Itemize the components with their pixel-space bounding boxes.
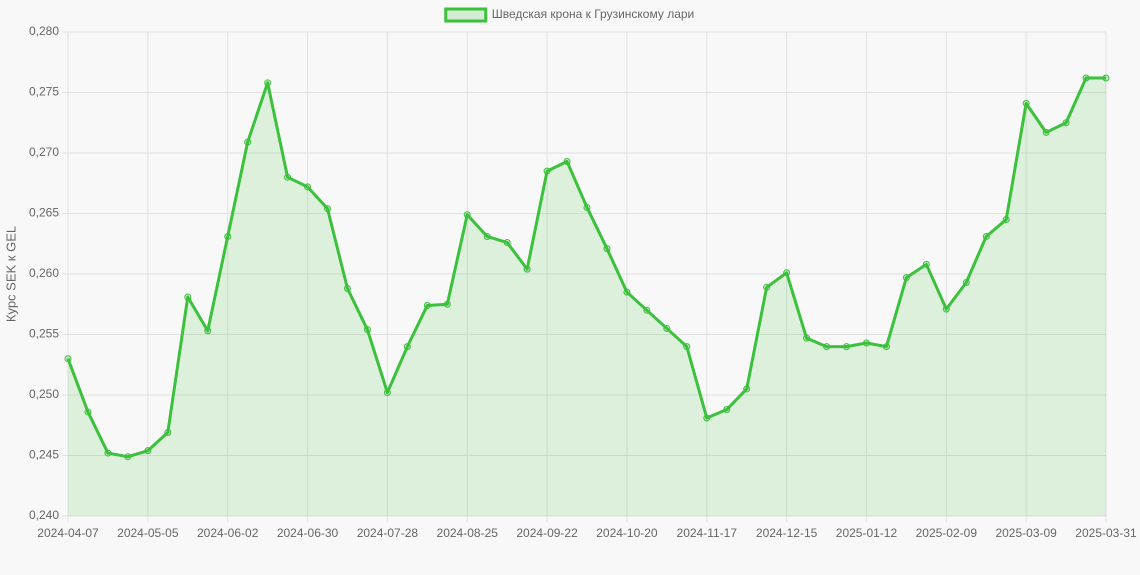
x-tick-label: 2025-02-09 (916, 526, 978, 540)
point (843, 343, 850, 351)
x-tick-label: 2024-08-25 (437, 526, 499, 540)
point (723, 406, 731, 414)
point (663, 324, 671, 332)
point (942, 305, 950, 313)
y-tick-label: 0,260 (29, 266, 59, 280)
point (623, 288, 631, 296)
point (823, 343, 831, 351)
point (1062, 119, 1070, 127)
point (304, 183, 312, 191)
point (1102, 74, 1110, 82)
point (244, 138, 252, 146)
point (703, 414, 711, 422)
point (124, 453, 132, 461)
x-tick-label: 2024-05-05 (117, 526, 179, 540)
x-tick-label: 2024-06-02 (197, 526, 259, 540)
point (1022, 99, 1030, 107)
point (982, 232, 990, 240)
point (603, 245, 611, 253)
point (743, 385, 751, 393)
point (922, 260, 930, 268)
y-tick-label: 0,280 (29, 24, 59, 38)
x-tick-label: 2024-10-20 (596, 526, 658, 540)
x-tick-label: 2024-11-17 (677, 526, 738, 540)
y-tick-label: 0,270 (29, 145, 59, 159)
x-tick-label: 2024-09-22 (516, 526, 578, 540)
point (962, 278, 970, 286)
point (204, 327, 212, 335)
point (84, 408, 92, 416)
point (324, 205, 331, 213)
y-tick-label: 0,240 (29, 508, 59, 522)
point (683, 343, 691, 351)
point (583, 203, 591, 211)
line (66, 76, 1106, 459)
x-tick-label: 2024-07-28 (357, 526, 419, 540)
y-tick-label: 0,275 (29, 85, 59, 99)
point (363, 326, 371, 334)
x-tick-label: 2024-04-07 (37, 526, 99, 540)
x-tick-label: 2024-06-30 (277, 526, 339, 540)
point (803, 334, 811, 342)
point (64, 355, 72, 363)
point (643, 306, 651, 314)
point (423, 301, 431, 309)
point (104, 449, 112, 457)
point (783, 269, 791, 277)
y-tick-label: 0,255 (29, 327, 59, 341)
point (184, 293, 192, 301)
point (902, 274, 910, 282)
y-tick-label: 0,265 (29, 206, 59, 220)
x-tick-label: 2024-12-15 (756, 526, 818, 540)
point (763, 283, 771, 291)
point (343, 285, 351, 293)
point (1002, 216, 1010, 224)
point (503, 239, 511, 247)
x-tick-label: 2025-03-09 (995, 526, 1057, 540)
point (264, 79, 272, 87)
point (882, 343, 890, 351)
y-tick-label: 0,245 (29, 448, 59, 462)
point (164, 429, 172, 437)
point (463, 211, 471, 219)
x-tick-label: 2025-01-12 (836, 526, 898, 540)
y-tick-label: 0,250 (29, 387, 59, 401)
legend-label[interactable]: Шведская крона к Грузинскому лари (492, 7, 695, 21)
x-tick-label: 2025-03-31 (1075, 526, 1137, 540)
legend-swatch[interactable] (444, 7, 488, 23)
point (1042, 128, 1050, 136)
point (383, 389, 391, 397)
point (443, 300, 451, 308)
point (144, 447, 152, 455)
y-axis-title: Курс SEK к GEL (3, 226, 18, 322)
point (543, 167, 551, 175)
area (68, 77, 1106, 516)
point (403, 343, 411, 351)
point (523, 265, 531, 273)
point (224, 232, 232, 240)
point (1082, 74, 1090, 82)
point (483, 232, 491, 240)
point (284, 173, 292, 181)
point (862, 339, 870, 347)
point (563, 157, 571, 165)
